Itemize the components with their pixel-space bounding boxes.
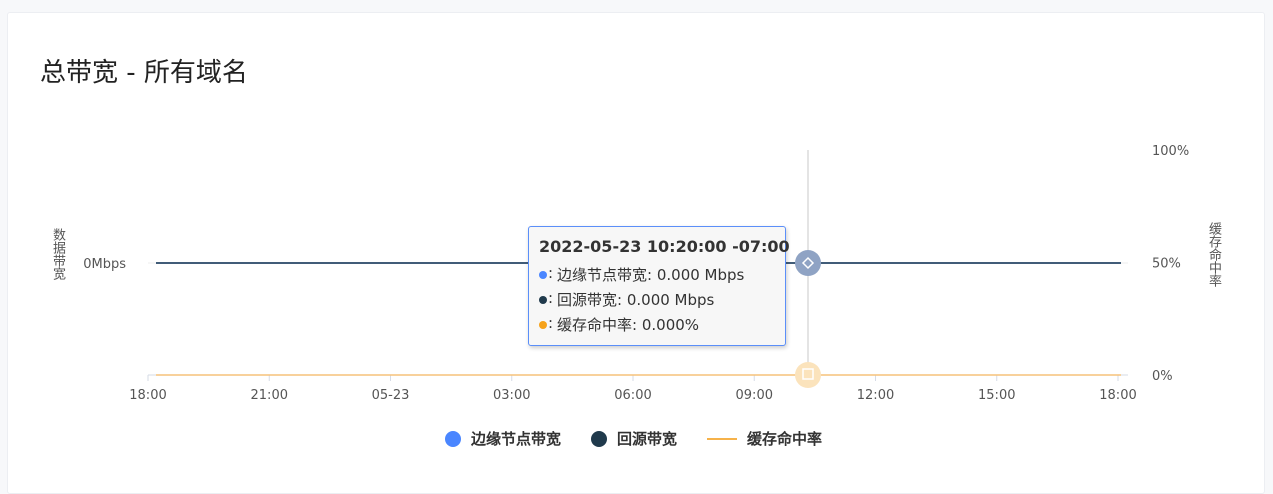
y-right-tick-label: 0% [1152, 369, 1173, 384]
tooltip-label: 缓存命中率 [557, 314, 642, 335]
hover-point [795, 250, 821, 276]
legend-item-cache[interactable]: 缓存命中率 [707, 428, 822, 449]
x-tick-label: 06:00 [614, 388, 651, 403]
tooltip-value: 0.000% [641, 315, 700, 334]
legend-item-edge[interactable]: 边缘节点带宽 [445, 428, 561, 449]
y-right-tick-label: 50% [1152, 257, 1181, 272]
legend: 边缘节点带宽 回源带宽 缓存命中率 [445, 428, 822, 449]
tooltip-dot [539, 290, 553, 307]
tooltip-dot [539, 315, 553, 332]
legend-label: 回源带宽 [617, 430, 678, 448]
hover-point [795, 362, 821, 388]
chart-title: 总带宽 - 所有域名 [40, 58, 248, 88]
x-tick-label: 18:00 [1099, 388, 1136, 403]
x-tick-label: 15:00 [978, 388, 1015, 403]
x-tick-label: 05-23 [372, 388, 410, 403]
legend-marker [707, 437, 738, 440]
legend-marker [591, 430, 608, 447]
tooltip-label: 回源带宽 [557, 289, 627, 310]
x-tick-label: 12:00 [857, 388, 894, 403]
y-left-tick-label: 0Mbps [83, 257, 126, 272]
right-axis-label: 缓存命中率 [1206, 222, 1221, 287]
x-tick-label: 03:00 [493, 388, 530, 403]
hover-marker [802, 368, 814, 380]
left-axis-label: 数据带宽 [50, 228, 65, 280]
legend-item-origin[interactable]: 回源带宽 [591, 428, 677, 449]
x-tick-label: 09:00 [736, 388, 773, 403]
tooltip: 2022-05-23 10:20:00 -07:00 边缘节点带宽0.000 M… [528, 226, 790, 346]
tooltip-row: 边缘节点带宽0.000 Mbps [539, 264, 744, 285]
tooltip-row: 缓存命中率0.000% [539, 314, 699, 335]
tooltip-row: 回源带宽0.000 Mbps [539, 289, 714, 310]
x-tick-label: 18:00 [129, 388, 166, 403]
tooltip-value: 0.000 Mbps [656, 265, 745, 284]
tooltip-value: 0.000 Mbps [626, 290, 715, 309]
x-tick-label: 21:00 [251, 388, 288, 403]
y-right-tick-label: 100% [1152, 144, 1189, 159]
tooltip-dot [539, 265, 553, 282]
tooltip-title: 2022-05-23 10:20:00 -07:00 [539, 237, 790, 256]
hover-marker [801, 256, 815, 270]
legend-label: 边缘节点带宽 [471, 430, 562, 448]
legend-marker [445, 430, 461, 447]
legend-label: 缓存命中率 [747, 430, 823, 448]
tooltip-label: 边缘节点带宽 [557, 264, 657, 285]
